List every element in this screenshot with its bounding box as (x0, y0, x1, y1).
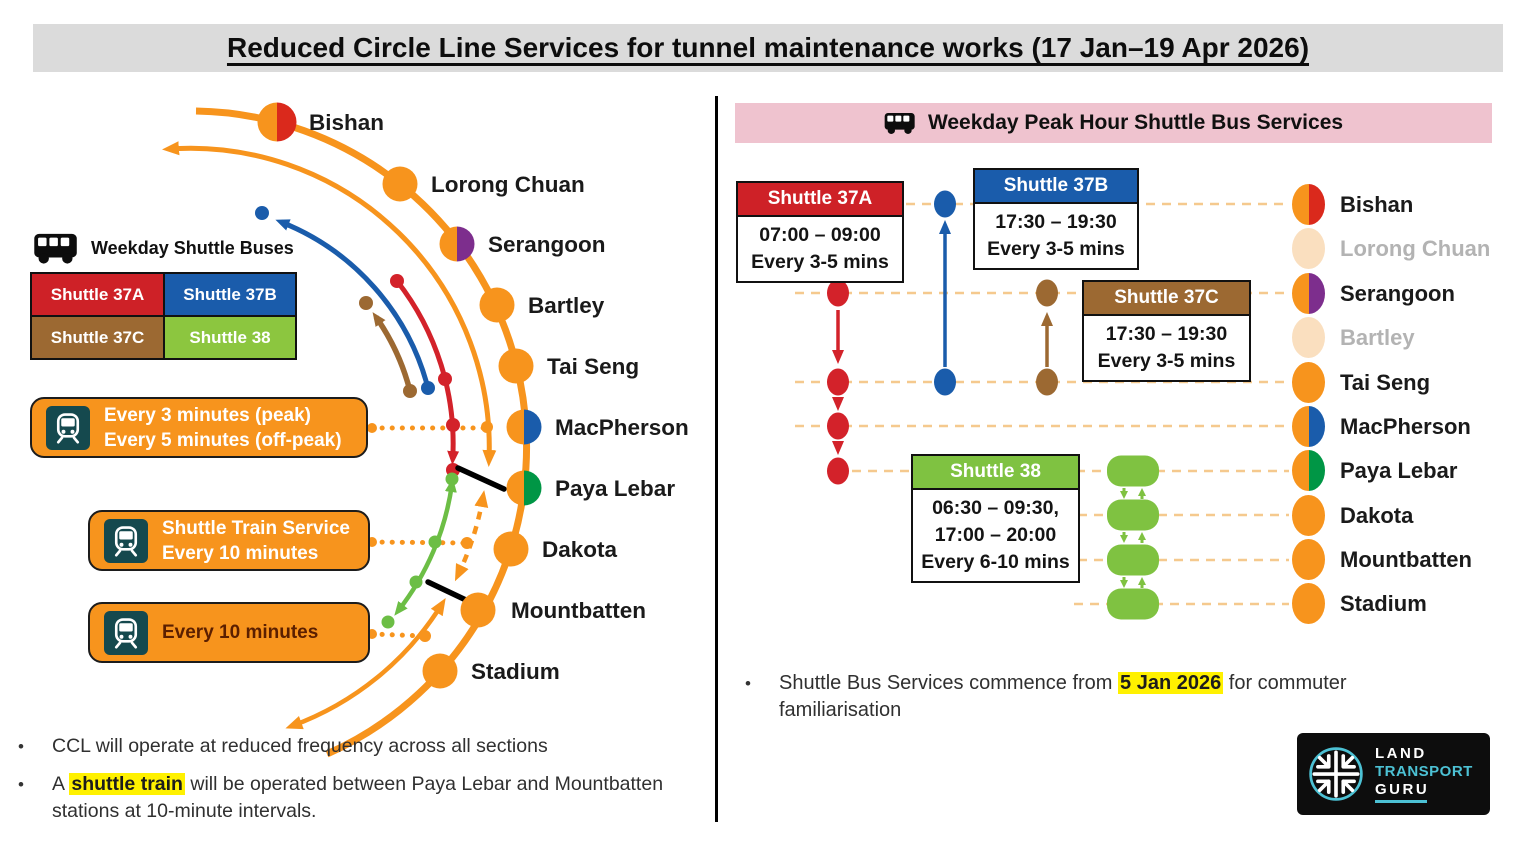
right-panel-header: Weekday Peak Hour Shuttle Bus Services (735, 103, 1492, 143)
shuttle-37a-hours: 07:00 – 09:00 (759, 224, 881, 246)
land-transport-guru-logo: LAND TRANSPORT GURU (1297, 733, 1490, 815)
shuttle-37b-frequency: Every 3-5 mins (987, 238, 1125, 260)
note-shuttle-train: • A shuttle train will be operated betwe… (18, 773, 664, 822)
legend-shuttle-37a: Shuttle 37A (32, 274, 163, 315)
left-stations (257, 102, 542, 689)
shuttle-38-schedule: Shuttle 38 06:30 – 09:30, 17:00 – 20:00 … (911, 454, 1080, 583)
svg-text:Serangoon: Serangoon (488, 232, 606, 257)
svg-text:Stadium: Stadium (471, 659, 560, 684)
right-38-pills (1107, 455, 1159, 620)
shuttle-train-line-2: Every 10 minutes (162, 542, 319, 564)
left-station-labels: Bishan Lorong Chuan Serangoon Bartley Ta… (309, 110, 689, 684)
svg-text:Mountbatten: Mountbatten (511, 598, 646, 623)
left-notes: • CCL will operate at reduced frequency … (18, 733, 713, 836)
shuttle-37b-header: Shuttle 37B (975, 170, 1137, 204)
svg-text:Dakota: Dakota (542, 537, 618, 562)
svg-text:Lorong Chuan: Lorong Chuan (431, 172, 585, 197)
ltg-logo-icon (1309, 747, 1363, 801)
legend-title-text: Weekday Shuttle Buses (91, 237, 294, 258)
shuttle-37c-header: Shuttle 37C (1084, 282, 1249, 316)
right-37a-line (827, 279, 849, 485)
station-row-paya-lebar: Paya Lebar (1292, 450, 1457, 491)
bus-icon (884, 113, 915, 134)
shuttle-37b-route (255, 206, 435, 395)
shuttle-37b-hours: 17:30 – 19:30 (995, 211, 1117, 233)
station-row-macpherson: MacPherson (1292, 406, 1471, 447)
shuttle-train-line-1: Shuttle Train Service (162, 517, 350, 539)
station-row-stadium: Stadium (1292, 583, 1427, 624)
legend-shuttle-37c: Shuttle 37C (32, 317, 163, 358)
logo-transport: TRANSPORT (1375, 763, 1473, 780)
page-title: Reduced Circle Line Services for tunnel … (226, 32, 1310, 63)
station-row-mountbatten: Mountbatten (1292, 539, 1472, 580)
shuttle-37c-hours: 17:30 – 19:30 (1105, 323, 1228, 345)
panel-divider (715, 96, 718, 822)
shuttle-train-arc (381, 472, 459, 629)
reduced-service-arc-north (162, 141, 497, 467)
bus-icon (34, 233, 77, 264)
logo-land: LAND (1375, 745, 1427, 762)
svg-text:Bartley: Bartley (528, 293, 605, 318)
shuttle-37a-frequency: Every 3-5 mins (751, 251, 889, 273)
shuttle-37c-route (359, 296, 417, 398)
right-37b-line (934, 190, 956, 396)
reduced-service-arc-south (285, 598, 446, 730)
shuttle-38-header: Shuttle 38 (913, 456, 1078, 490)
right-37c-line (1036, 279, 1058, 396)
train-icon (46, 405, 90, 450)
frequency-box-main: Every 3 minutes (peak) Every 5 minutes (… (30, 397, 368, 458)
frequency-line-1: Every 3 minutes (peak) (104, 404, 311, 426)
closure-ticks (425, 465, 507, 604)
station-row-dakota: Dakota (1292, 495, 1413, 536)
train-icon (104, 610, 148, 655)
shuttle-38-frequency: Every 6-10 mins (921, 551, 1070, 573)
legend-shuttle-37b: Shuttle 37B (165, 274, 295, 315)
svg-text:Tai Seng: Tai Seng (547, 354, 639, 379)
right-header-text: Weekday Peak Hour Shuttle Bus Services (927, 111, 1344, 134)
note-reduced-frequency: • CCL will operate at reduced frequency … (18, 735, 548, 757)
station-row-lorong-chuan: Lorong Chuan (1292, 228, 1490, 269)
station-row-serangoon: Serangoon (1292, 273, 1455, 314)
station-row-bishan: Bishan (1292, 184, 1413, 225)
shuttle-38-hours-am: 06:30 – 09:30, (932, 497, 1059, 519)
weekday-shuttle-buses-legend-title: Weekday Shuttle Buses (33, 231, 294, 265)
every-10-line: Every 10 minutes (162, 622, 319, 643)
title-bar: Reduced Circle Line Services for tunnel … (33, 24, 1503, 72)
closed-section-dashed-arc (454, 490, 489, 582)
shuttle-train-highlight: shuttle train (69, 773, 185, 795)
every-10-minutes-box: Every 10 minutes (88, 602, 370, 663)
legend-shuttle-38: Shuttle 38 (165, 317, 295, 358)
svg-text:MacPherson: MacPherson (555, 415, 689, 440)
shuttle-train-box: Shuttle Train Service Every 10 minutes (88, 510, 370, 571)
train-icon (104, 518, 148, 563)
svg-text:Paya Lebar: Paya Lebar (555, 476, 675, 501)
frequency-line-2: Every 5 minutes (off-peak) (104, 429, 342, 451)
info-box-connectors (369, 425, 490, 639)
logo-guru: GURU (1375, 781, 1427, 803)
shuttle-bus-legend: Shuttle 37A Shuttle 37B Shuttle 37C Shut… (30, 272, 297, 360)
commence-date-highlight: 5 Jan 2026 (1118, 672, 1224, 694)
shuttle-37b-schedule: Shuttle 37B 17:30 – 19:30 Every 3-5 mins (973, 168, 1139, 270)
station-row-bartley: Bartley (1292, 317, 1415, 358)
svg-text:Bishan: Bishan (309, 110, 384, 135)
station-row-tai-seng: Tai Seng (1292, 362, 1430, 403)
shuttle-37c-schedule: Shuttle 37C 17:30 – 19:30 Every 3-5 mins (1082, 280, 1251, 382)
shuttle-37c-frequency: Every 3-5 mins (1097, 350, 1236, 372)
shuttle-38-hours-pm: 17:00 – 20:00 (934, 524, 1057, 546)
shuttle-37a-schedule: Shuttle 37A 07:00 – 09:00 Every 3-5 mins (736, 181, 904, 283)
shuttle-bus-commencement-note: • Shuttle Bus Services commence from 5 J… (745, 672, 1347, 721)
shuttle-37a-header: Shuttle 37A (738, 183, 902, 217)
